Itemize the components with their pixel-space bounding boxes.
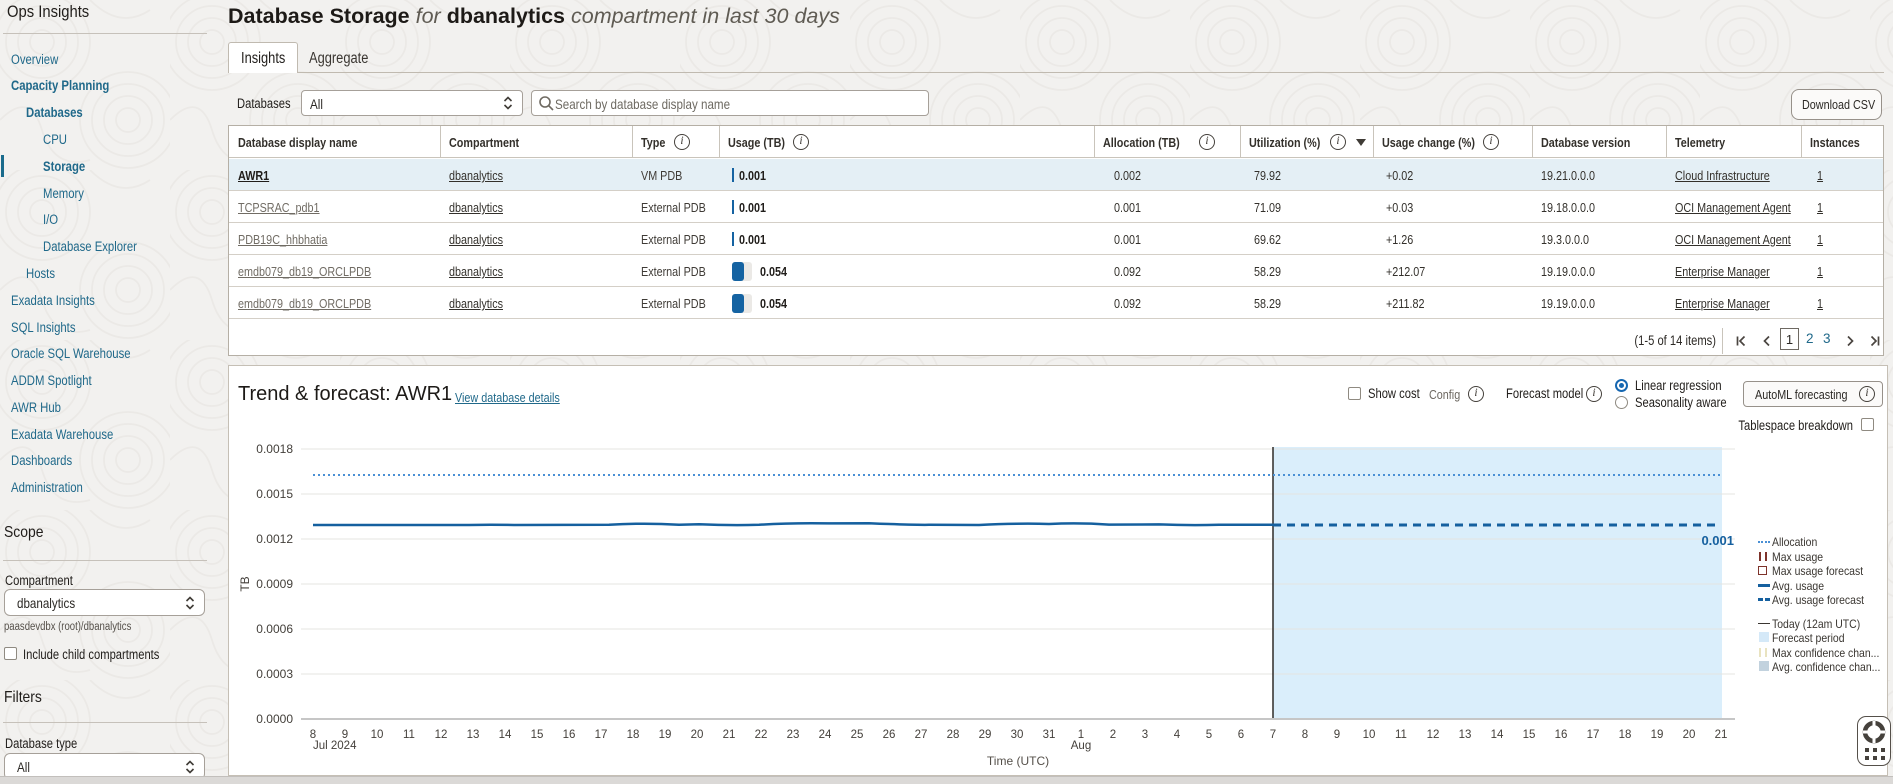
svg-text:18: 18 xyxy=(627,729,640,741)
svg-text:23: 23 xyxy=(787,729,800,741)
svg-text:4: 4 xyxy=(1174,729,1181,741)
svg-text:12: 12 xyxy=(435,729,448,741)
svg-text:29: 29 xyxy=(979,729,992,741)
svg-text:25: 25 xyxy=(851,729,864,741)
svg-text:11: 11 xyxy=(403,729,415,741)
svg-text:7: 7 xyxy=(1270,729,1276,741)
svg-text:14: 14 xyxy=(1491,729,1504,741)
svg-text:19: 19 xyxy=(1651,729,1664,741)
svg-text:5: 5 xyxy=(1206,729,1212,741)
svg-text:0.0006: 0.0006 xyxy=(256,622,293,636)
svg-text:16: 16 xyxy=(1555,729,1568,741)
svg-text:10: 10 xyxy=(1363,729,1376,741)
svg-text:12: 12 xyxy=(1427,729,1440,741)
svg-text:0.0018: 0.0018 xyxy=(256,442,293,456)
svg-text:0.0015: 0.0015 xyxy=(256,487,293,501)
svg-text:30: 30 xyxy=(1011,729,1024,741)
svg-text:0.0003: 0.0003 xyxy=(256,667,293,681)
svg-text:2: 2 xyxy=(1110,729,1116,741)
svg-text:18: 18 xyxy=(1619,729,1632,741)
svg-text:8: 8 xyxy=(1302,729,1308,741)
svg-text:20: 20 xyxy=(1683,729,1696,741)
svg-text:8: 8 xyxy=(310,729,316,741)
svg-text:Aug: Aug xyxy=(1071,740,1091,752)
svg-text:0.0000: 0.0000 xyxy=(256,712,293,726)
svg-text:0.0009: 0.0009 xyxy=(256,577,293,591)
svg-text:9: 9 xyxy=(342,729,348,741)
svg-text:9: 9 xyxy=(1334,729,1340,741)
svg-text:1: 1 xyxy=(1078,729,1084,741)
svg-text:17: 17 xyxy=(595,729,608,741)
svg-text:13: 13 xyxy=(1459,729,1472,741)
svg-text:20: 20 xyxy=(691,729,704,741)
svg-text:17: 17 xyxy=(1587,729,1600,741)
svg-text:27: 27 xyxy=(915,729,928,741)
svg-text:Jul 2024: Jul 2024 xyxy=(313,740,357,752)
svg-text:0.001: 0.001 xyxy=(1701,533,1734,548)
svg-text:TB: TB xyxy=(238,576,252,591)
svg-text:15: 15 xyxy=(1523,729,1536,741)
svg-text:0.0012: 0.0012 xyxy=(256,532,293,546)
svg-text:22: 22 xyxy=(755,729,768,741)
svg-text:21: 21 xyxy=(723,729,736,741)
svg-text:3: 3 xyxy=(1142,729,1148,741)
svg-text:14: 14 xyxy=(499,729,512,741)
svg-text:24: 24 xyxy=(819,729,832,741)
svg-text:15: 15 xyxy=(531,729,544,741)
svg-text:10: 10 xyxy=(371,729,384,741)
svg-text:16: 16 xyxy=(563,729,576,741)
svg-text:31: 31 xyxy=(1043,729,1056,741)
svg-text:28: 28 xyxy=(947,729,960,741)
svg-text:6: 6 xyxy=(1238,729,1244,741)
svg-text:21: 21 xyxy=(1715,729,1728,741)
svg-text:Time (UTC): Time (UTC) xyxy=(987,754,1049,768)
svg-text:26: 26 xyxy=(883,729,896,741)
svg-text:11: 11 xyxy=(1395,729,1407,741)
svg-text:13: 13 xyxy=(467,729,480,741)
svg-text:19: 19 xyxy=(659,729,672,741)
